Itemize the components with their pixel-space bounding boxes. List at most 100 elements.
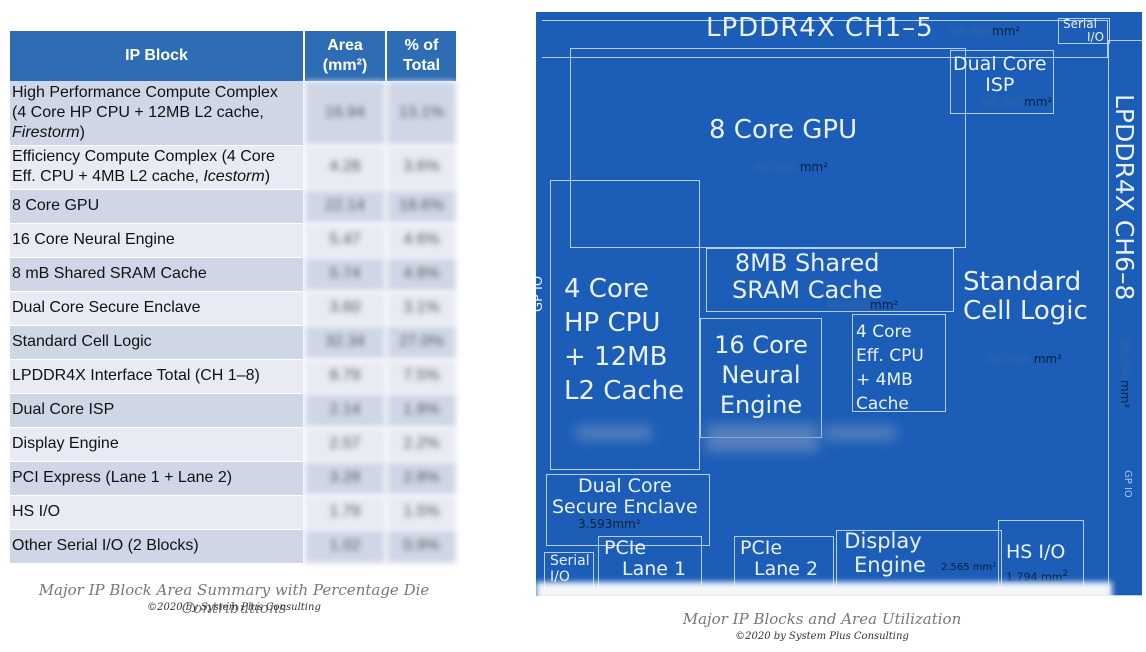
gpio-left-label: GP IO bbox=[536, 275, 546, 312]
row-area: 2.14 bbox=[304, 393, 387, 428]
table-row: 8 Core GPU 22.14 18.6% bbox=[10, 189, 456, 224]
row-area: 5.47 bbox=[304, 223, 387, 258]
secure-enclave-label: Dual Core Secure Enclave bbox=[552, 475, 698, 519]
lpddr-right-label: LPDDR4X CH6–8 bbox=[1110, 94, 1139, 301]
row-percent: 3.1% bbox=[386, 291, 456, 326]
row-label: LPDDR4X Interface Total (CH 1–8) bbox=[10, 359, 305, 394]
pcie-lane1-label: PCIe Lane 1 bbox=[604, 537, 687, 581]
lpddr-right-area: 00.000mm² bbox=[1118, 338, 1132, 409]
neural-engine-label: 16 Core Neural Engine bbox=[714, 331, 808, 419]
table-row: Other Serial I/O (2 Blocks) 1.02 0.9% bbox=[10, 529, 456, 564]
row-area: 22.14 bbox=[304, 189, 387, 224]
die-copyright: ©2020 by System Plus Consulting bbox=[735, 631, 909, 642]
row-label: Standard Cell Logic bbox=[10, 325, 305, 360]
serial-io-bottom-label: Serial I/O bbox=[550, 553, 590, 585]
eff-cpu-block bbox=[852, 314, 946, 412]
standard-cell-area: 00.000 mm² bbox=[988, 352, 1063, 366]
table-row: High Performance Compute Complex (4 Core … bbox=[10, 81, 456, 146]
row-percent: 4.8% bbox=[386, 257, 456, 292]
eff-cpu-area-blur bbox=[824, 426, 896, 440]
table-row: Dual Core Secure Enclave 3.60 3.1% bbox=[10, 291, 456, 326]
row-label: Efficiency Compute Complex (4 Core Eff. C… bbox=[10, 145, 305, 190]
row-label: 8 Core GPU bbox=[10, 189, 305, 224]
table-row: 8 mB Shared SRAM Cache 5.74 4.8% bbox=[10, 257, 456, 292]
display-engine-label: Display Engine bbox=[844, 529, 926, 577]
bottom-overlay bbox=[536, 582, 1112, 596]
serial-io-top-label: Serial I/O bbox=[1063, 17, 1105, 45]
serial-io-top-block bbox=[1058, 18, 1110, 44]
display-engine-area: 2.565 mm² bbox=[941, 562, 997, 573]
row-area: 1.02 bbox=[304, 529, 387, 564]
row-percent: 3.6% bbox=[386, 145, 456, 190]
gpio-right-label: GP IO bbox=[1122, 470, 1134, 498]
row-area: 5.74 bbox=[304, 257, 387, 292]
gpu-block bbox=[570, 48, 966, 248]
lpddr-top-band bbox=[542, 20, 1108, 58]
row-percent: 18.6% bbox=[386, 189, 456, 224]
row-label: Dual Core ISP bbox=[10, 393, 305, 428]
table-row: Efficiency Compute Complex (4 Core Eff. C… bbox=[10, 145, 456, 190]
row-area: 3.60 bbox=[304, 291, 387, 326]
hs-io-label: HS I/O bbox=[1006, 541, 1066, 563]
row-percent: 2.2% bbox=[386, 427, 456, 462]
isp-block bbox=[950, 50, 1054, 114]
row-area: 2.57 bbox=[304, 427, 387, 462]
table-copyright: ©2020 by System Plus Consulting bbox=[147, 602, 321, 613]
standard-cell-label: Standard Cell Logic bbox=[963, 267, 1088, 327]
row-label: HS I/O bbox=[10, 495, 305, 530]
row-label: PCI Express (Lane 1 + Lane 2) bbox=[10, 461, 305, 496]
row-area: 8.79 bbox=[304, 359, 387, 394]
hp-cpu-block bbox=[550, 180, 700, 470]
isp-area: 00.000mm² bbox=[982, 95, 1053, 109]
ip-block-area-table: IP Block Area (mm²) % of Total High Perfor… bbox=[10, 31, 456, 564]
row-label: 16 Core Neural Engine bbox=[10, 223, 305, 258]
hp-cpu-label: 4 Core HP CPU + 12MB L2 Cache bbox=[564, 274, 685, 406]
row-label: High Performance Compute Complex (4 Core … bbox=[10, 81, 305, 146]
table-row: HS I/O 1.79 1.5% bbox=[10, 495, 456, 530]
gpu-label: 8 Core GPU bbox=[709, 115, 858, 145]
row-area: 32.34 bbox=[304, 325, 387, 360]
pcie-lane2-label: PCIe Lane 2 bbox=[740, 537, 819, 581]
row-percent: 1.8% bbox=[386, 393, 456, 428]
lpddr-top-area: 00.000mm² bbox=[950, 24, 1021, 38]
secure-enclave-area: 3.593mm² bbox=[578, 517, 641, 531]
header-percent: % of Total bbox=[386, 31, 456, 81]
row-percent: 2.8% bbox=[386, 461, 456, 496]
row-percent: 0.9% bbox=[386, 529, 456, 564]
row-percent: 1.5% bbox=[386, 495, 456, 530]
row-label: Display Engine bbox=[10, 427, 305, 462]
row-area: 3.28 bbox=[304, 461, 387, 496]
table-row: PCI Express (Lane 1 + Lane 2) 3.28 2.8% bbox=[10, 461, 456, 496]
die-floorplan: LPDDR4X CH1–5 00.000mm² Serial I/O LPDDR4… bbox=[536, 12, 1142, 596]
row-percent: 4.6% bbox=[386, 223, 456, 258]
header-area: Area (mm²) bbox=[304, 31, 387, 81]
table-row: 16 Core Neural Engine 5.47 4.6% bbox=[10, 223, 456, 258]
sram-cache-label: 8MB Shared SRAM Cache bbox=[732, 249, 883, 304]
die-caption: Major IP Blocks and Area Utilization bbox=[682, 610, 962, 628]
hp-cpu-area-blur bbox=[576, 426, 652, 440]
lpddr-right-band bbox=[1108, 40, 1142, 596]
header-ip-block: IP Block bbox=[10, 31, 305, 81]
row-percent: 27.0% bbox=[386, 325, 456, 360]
lpddr-top-label: LPDDR4X CH1–5 bbox=[706, 13, 934, 43]
sram-cache-block bbox=[706, 248, 954, 312]
row-area: 16.94 bbox=[304, 81, 387, 146]
isp-label: Dual Core ISP bbox=[953, 53, 1047, 97]
table-header-row: IP Block Area (mm²) % of Total bbox=[10, 31, 456, 81]
table-row: Standard Cell Logic 32.34 27.0% bbox=[10, 325, 456, 360]
table-caption: Major IP Block Area Summary with Percent… bbox=[38, 581, 430, 617]
hs-io-area: 1.794 mm2 bbox=[1006, 568, 1069, 584]
eff-cpu-label: 4 Core Eff. CPU + 4MB Cache bbox=[856, 322, 924, 414]
neural-engine-area-blur bbox=[706, 424, 818, 452]
sram-cache-area: 00.000mm² bbox=[828, 298, 899, 312]
gpu-area: 00.000 mm² bbox=[754, 160, 829, 174]
row-percent: 7.5% bbox=[386, 359, 456, 394]
row-area: 1.79 bbox=[304, 495, 387, 530]
row-label: Other Serial I/O (2 Blocks) bbox=[10, 529, 305, 564]
table-row: Dual Core ISP 2.14 1.8% bbox=[10, 393, 456, 428]
table-row: LPDDR4X Interface Total (CH 1–8) 8.79 7.… bbox=[10, 359, 456, 394]
secure-enclave-block bbox=[546, 474, 710, 546]
row-percent: 13.1% bbox=[386, 81, 456, 146]
table-row: Display Engine 2.57 2.2% bbox=[10, 427, 456, 462]
row-label: Dual Core Secure Enclave bbox=[10, 291, 305, 326]
